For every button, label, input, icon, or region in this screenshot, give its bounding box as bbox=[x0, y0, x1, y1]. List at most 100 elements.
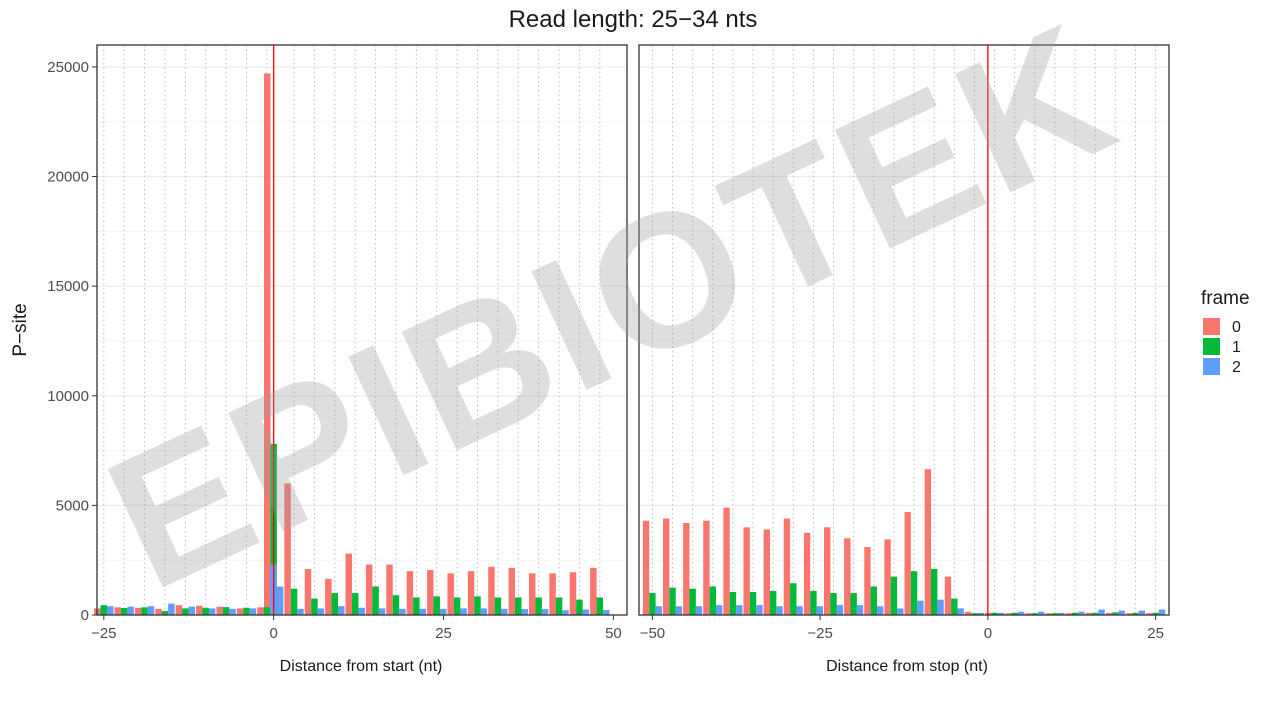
bar-frame0 bbox=[1025, 613, 1032, 615]
bar-frame2 bbox=[937, 599, 944, 615]
bar-frame2 bbox=[1098, 609, 1105, 615]
bar-frame2 bbox=[147, 606, 155, 615]
bar-frame1 bbox=[709, 586, 716, 615]
bar-frame0 bbox=[216, 606, 223, 615]
bar-frame2 bbox=[127, 606, 134, 615]
bar-frame2 bbox=[1118, 610, 1125, 615]
bar-frame2 bbox=[358, 607, 365, 615]
bar-frame0 bbox=[884, 539, 891, 615]
bar-frame1 bbox=[1132, 612, 1139, 615]
bar-frame0 bbox=[1125, 613, 1133, 615]
legend-label-frame0: 0 bbox=[1232, 319, 1241, 336]
bar-frame2 bbox=[917, 600, 924, 615]
y-tick-label: 0 bbox=[81, 607, 89, 624]
bar-frame2 bbox=[957, 608, 964, 615]
bar-frame2 bbox=[1058, 612, 1065, 615]
y-tick-label: 15000 bbox=[47, 278, 89, 295]
bar-frame2 bbox=[856, 605, 864, 615]
x-axis-title: Distance from start (nt) bbox=[280, 658, 443, 675]
bar-frame2 bbox=[997, 612, 1005, 615]
bar-frame1 bbox=[596, 597, 604, 615]
bar-frame1 bbox=[1071, 612, 1079, 615]
bar-frame0 bbox=[155, 608, 162, 615]
x-tick-label: −50 bbox=[640, 625, 665, 642]
bar-frame1 bbox=[243, 607, 250, 615]
bar-frame0 bbox=[1045, 613, 1052, 615]
bar-frame0 bbox=[642, 520, 650, 615]
bar-frame1 bbox=[669, 587, 676, 615]
panel-border bbox=[638, 44, 1170, 616]
bar-frame0 bbox=[406, 571, 414, 615]
bar-frame1 bbox=[392, 595, 400, 615]
bar-frame1 bbox=[890, 576, 898, 615]
bar-frame2 bbox=[756, 605, 763, 615]
bar-frame0 bbox=[844, 538, 851, 615]
bar-frame1 bbox=[910, 571, 918, 615]
legend-swatch-frame1 bbox=[1203, 338, 1220, 355]
bar-frame0 bbox=[447, 573, 454, 615]
bar-frame0 bbox=[1065, 613, 1072, 615]
bar-frame0 bbox=[488, 566, 495, 615]
bar-frame1 bbox=[453, 597, 461, 615]
x-tick-label: −25 bbox=[807, 625, 832, 642]
bar-frame2 bbox=[876, 606, 884, 615]
bar-frame1 bbox=[161, 611, 169, 615]
bar-frame2 bbox=[297, 608, 304, 615]
bar-frame1 bbox=[931, 568, 938, 615]
bar-frame0 bbox=[803, 532, 811, 615]
y-tick-label: 10000 bbox=[47, 388, 89, 405]
legend-label-frame1: 1 bbox=[1232, 339, 1241, 356]
bar-frame0 bbox=[1085, 612, 1093, 615]
bar-frame1 bbox=[1031, 613, 1039, 615]
bar-frame0 bbox=[743, 527, 750, 615]
bar-frame2 bbox=[1078, 611, 1085, 615]
bar-frame1 bbox=[870, 586, 877, 615]
bar-frame1 bbox=[494, 597, 502, 615]
bar-frame0 bbox=[924, 469, 932, 615]
bar-frame0 bbox=[569, 572, 577, 615]
bar-frame1 bbox=[1152, 612, 1159, 615]
bar-frame1 bbox=[222, 607, 230, 615]
bar-frame0 bbox=[236, 608, 244, 615]
bar-frame2 bbox=[582, 609, 590, 615]
bar-frame2 bbox=[338, 606, 345, 615]
bar-frame1 bbox=[749, 591, 757, 615]
bar-frame1 bbox=[433, 596, 440, 615]
bar-frame1 bbox=[1092, 612, 1099, 615]
bar-frame1 bbox=[311, 598, 318, 615]
x-tick-label: −25 bbox=[91, 625, 116, 642]
bar-frame1 bbox=[351, 593, 359, 615]
legend: frame 0 1 2 bbox=[1201, 288, 1250, 376]
bar-frame0 bbox=[257, 607, 264, 615]
bar-frame0 bbox=[904, 511, 911, 615]
bar-frame1 bbox=[372, 586, 379, 615]
bar-frame2 bbox=[378, 608, 386, 615]
bar-frame2 bbox=[541, 609, 549, 615]
bar-frame2 bbox=[655, 606, 662, 615]
bar-frame0 bbox=[1005, 613, 1012, 615]
bar-frame2 bbox=[1158, 609, 1166, 615]
bar-frame1 bbox=[1011, 612, 1018, 615]
bar-frame1 bbox=[555, 597, 563, 615]
bar-frame1 bbox=[830, 593, 837, 615]
bar-frame1 bbox=[850, 593, 857, 615]
bar-frame2 bbox=[1138, 610, 1146, 615]
bar-frame1 bbox=[141, 607, 148, 615]
bar-frame1 bbox=[120, 607, 128, 615]
y-tick-label: 5000 bbox=[56, 497, 89, 514]
bar-frame0 bbox=[175, 605, 183, 615]
x-axis-title: Distance from stop (nt) bbox=[826, 658, 988, 675]
bar-frame0 bbox=[114, 607, 121, 615]
bar-frame2 bbox=[460, 608, 467, 615]
bar-frame1 bbox=[100, 605, 108, 615]
bar-frame1 bbox=[790, 583, 797, 615]
bar-frame1 bbox=[951, 598, 958, 615]
y-tick-label: 25000 bbox=[47, 59, 89, 76]
bar-frame2 bbox=[419, 608, 427, 615]
bar-frame2 bbox=[776, 606, 783, 615]
bar-frame2 bbox=[107, 606, 114, 615]
bar-frame0 bbox=[345, 553, 352, 615]
bar-frame2 bbox=[208, 608, 216, 615]
bar-frame0 bbox=[763, 529, 770, 615]
bar-frame0 bbox=[549, 573, 556, 615]
